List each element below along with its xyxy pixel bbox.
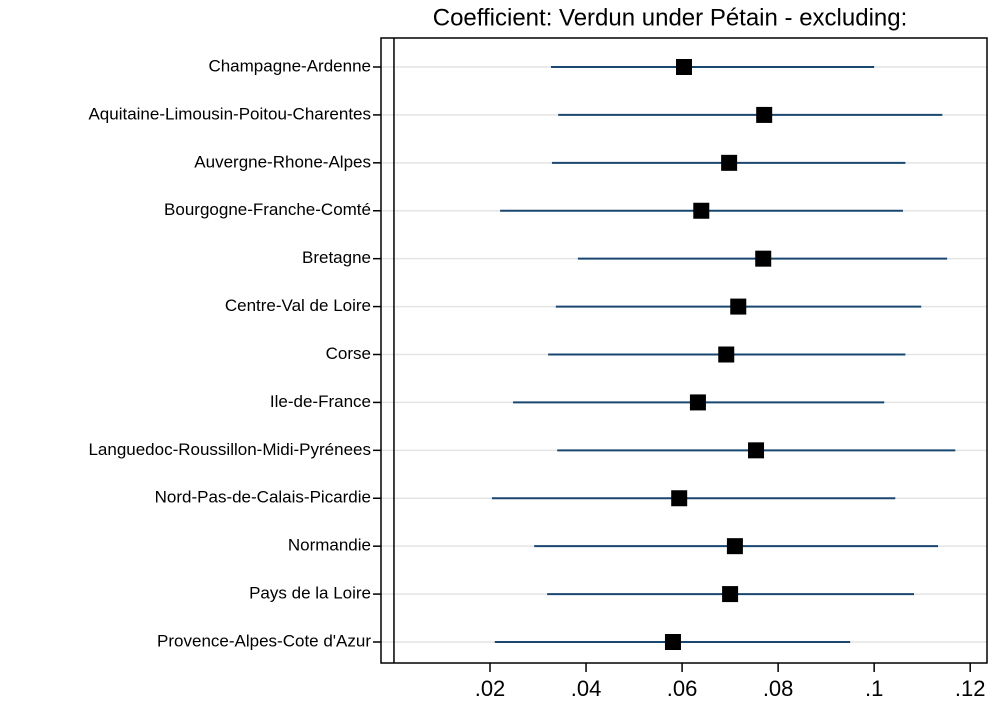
- point-estimate: [755, 250, 772, 267]
- point-estimate: [722, 586, 739, 603]
- y-tick-label: Bourgogne-Franche-Comté: [164, 200, 371, 219]
- y-tick-label: Languedoc-Roussillon-Midi-Pyrénees: [88, 440, 371, 459]
- x-tick-label: .1: [865, 676, 883, 701]
- y-tick-label: Provence-Alpes-Cote d'Azur: [157, 631, 371, 650]
- y-tick-label: Nord-Pas-de-Calais-Picardie: [155, 488, 371, 507]
- point-estimate: [756, 106, 773, 123]
- point-estimate: [693, 202, 710, 219]
- point-estimate: [726, 538, 743, 555]
- y-tick-label: Auvergne-Rhone-Alpes: [194, 152, 371, 171]
- plot-frame: [380, 37, 988, 664]
- point-estimate: [689, 394, 706, 411]
- x-tick-label: .08: [763, 676, 794, 701]
- point-estimate: [718, 346, 735, 363]
- y-tick-label: Pays de la Loire: [249, 584, 371, 603]
- x-tick-label: .12: [955, 676, 986, 701]
- point-estimate: [664, 634, 681, 650]
- y-tick-label: Bretagne: [302, 248, 371, 267]
- point-estimate: [721, 154, 738, 171]
- point-estimate: [748, 442, 765, 459]
- y-tick-label: Centre-Val de Loire: [225, 296, 371, 315]
- y-tick-label: Champagne-Ardenne: [208, 56, 371, 75]
- point-estimate: [671, 490, 688, 507]
- y-tick-label: Corse: [326, 344, 371, 363]
- y-tick-label: Aquitaine-Limousin-Poitou-Charentes: [88, 104, 371, 123]
- point-estimate: [730, 298, 747, 315]
- x-tick-label: .02: [475, 676, 506, 701]
- chart-title: Coefficient: Verdun under Pétain - exclu…: [433, 4, 908, 31]
- point-estimate: [676, 59, 692, 75]
- y-tick-label: Normandie: [288, 536, 371, 555]
- x-tick-label: .06: [667, 676, 698, 701]
- y-tick-label: Ile-de-France: [270, 392, 371, 411]
- x-tick-label: .04: [571, 676, 602, 701]
